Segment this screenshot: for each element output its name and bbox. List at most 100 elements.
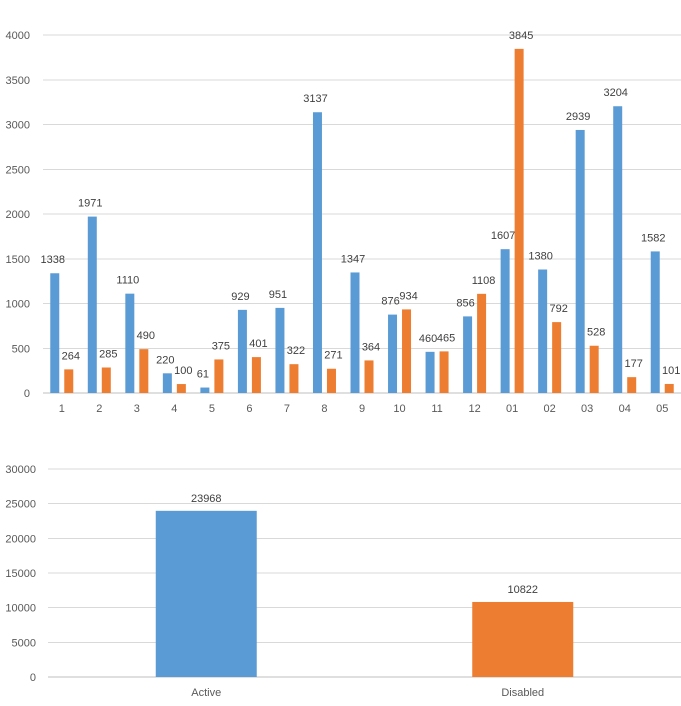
- y-tick-label: 30000: [5, 464, 36, 476]
- series-2-data-label: 465: [437, 332, 455, 344]
- series-1-data-label: 951: [269, 289, 287, 301]
- series-2-bar: [326, 368, 336, 393]
- series-2-data-label: 528: [587, 327, 605, 339]
- status-bar-chart-svg: 0 5000 10000 15000 20000 25000 30000 23968 Activ…: [5, 464, 681, 699]
- series-1-data-label: 929: [231, 291, 249, 303]
- series-2-bar: [176, 384, 186, 393]
- status-bar-chart: 0 5000 10000 15000 20000 25000 30000 23968 Activ…: [0, 455, 681, 706]
- series-1-bar: [50, 273, 60, 393]
- y-tick-label: 25000: [5, 499, 36, 511]
- x-tick-label: 12: [468, 403, 480, 415]
- y-tick-label: 15000: [5, 568, 36, 580]
- series-1-bar: [237, 309, 247, 393]
- x-tick-label: Active: [191, 687, 221, 699]
- series-1-data-label: 1380: [528, 250, 552, 262]
- y-tick-label: 1500: [6, 254, 30, 266]
- series-2-data-label: 322: [287, 345, 305, 357]
- x-tick-label: 02: [544, 403, 556, 415]
- series-2-data-label: 101: [662, 365, 680, 377]
- series-1-bar: [538, 269, 548, 393]
- series-1-data-label: 3137: [303, 93, 327, 105]
- series-2-bar: [552, 322, 562, 393]
- series-1-data-label: 1582: [641, 232, 665, 244]
- y-tick-label: 500: [12, 343, 30, 355]
- series-2-bar: [439, 351, 449, 393]
- series-1-data-label: 876: [381, 296, 399, 308]
- y-tick-label: 1000: [6, 299, 30, 311]
- y-tick-label: 0: [30, 672, 36, 684]
- series-1-data-label: 460: [419, 333, 437, 345]
- series-1-bar: [500, 249, 510, 393]
- series-2-data-label: 1108: [472, 275, 496, 287]
- x-tick-label: 2: [96, 403, 102, 415]
- x-tick-label: 03: [581, 403, 593, 415]
- series-2-bar: [402, 309, 412, 393]
- series-1-data-label: 1607: [491, 230, 515, 242]
- y-tick-label: 20000: [5, 533, 36, 545]
- series-2-bar: [589, 345, 599, 393]
- series-2-data-label: 100: [174, 365, 192, 377]
- series-2-bar: [214, 359, 224, 393]
- x-tick-label: 11: [431, 403, 442, 415]
- series-2-bar: [664, 383, 674, 393]
- y-tick-label: 10000: [5, 603, 36, 615]
- status-bar-active: [155, 510, 257, 677]
- series-1-bar: [613, 106, 623, 393]
- series-2-data-label: 3845: [509, 30, 533, 42]
- y-tick-label: 2000: [6, 209, 30, 221]
- series-1-data-label: 2939: [566, 111, 590, 123]
- series-2-data-label: 375: [212, 340, 230, 352]
- series-2-bar: [139, 349, 149, 393]
- series-2-data-label: 285: [99, 348, 117, 360]
- y-tick-label: 3500: [6, 75, 30, 87]
- x-tick-label: 1: [59, 403, 65, 415]
- x-tick-label: 5: [209, 403, 215, 415]
- y-tick-label: 3000: [6, 120, 30, 132]
- series-2-data-label: 490: [137, 330, 155, 342]
- series-1-data-label: 3204: [603, 87, 627, 99]
- series-1-bar: [650, 251, 660, 393]
- series-2-bar: [627, 377, 637, 393]
- series-2-bar: [289, 364, 299, 393]
- series-1-data-label: 856: [456, 297, 474, 309]
- series-2-data-label: 264: [62, 350, 80, 362]
- series-2-bar: [477, 293, 487, 393]
- y-tick-label: 4000: [6, 30, 30, 42]
- x-tick-label: 4: [171, 403, 177, 415]
- monthly-bar-chart: 0 500 1000 1500 2000 2500 3000 3500 4000 1338 264 1…: [6, 30, 681, 415]
- series-1-bar: [125, 293, 135, 393]
- series-1-bar: [463, 316, 473, 393]
- series-2-data-label: 271: [324, 350, 342, 362]
- series-2-bar: [64, 369, 74, 393]
- y-tick-label: 0: [24, 388, 30, 400]
- series-2-bar: [101, 367, 111, 393]
- series-1-data-label: 61: [197, 369, 209, 381]
- series-1-data-label: 220: [156, 354, 174, 366]
- series-2-data-label: 401: [249, 338, 267, 350]
- series-2-data-label: 792: [549, 303, 567, 315]
- status-bar-disabled: [472, 601, 574, 677]
- x-tick-label: 10: [393, 403, 405, 415]
- series-2-bar: [251, 357, 261, 393]
- series-1-data-label: 1971: [78, 198, 102, 210]
- series-1-bar: [388, 314, 398, 393]
- series-2-bar: [364, 360, 374, 393]
- series-1-bar: [312, 112, 322, 394]
- monthly-bar-chart-svg: 0500100015002000250030003500400013382641…: [6, 30, 681, 415]
- series-1-bar: [87, 216, 97, 393]
- x-tick-label: 8: [321, 403, 327, 415]
- y-tick-label: 5000: [12, 637, 36, 649]
- series-1-data-label: 1347: [341, 253, 365, 265]
- x-tick-label: 7: [284, 403, 290, 415]
- series-1-bar: [200, 387, 210, 393]
- status-data-label: 23968: [191, 493, 222, 505]
- x-tick-label: 01: [506, 403, 518, 415]
- series-1-bar: [425, 351, 435, 393]
- series-2-data-label: 364: [362, 341, 380, 353]
- series-1-bar: [275, 307, 285, 393]
- y-tick-label: 2500: [6, 164, 30, 176]
- series-1-bar: [350, 272, 360, 393]
- series-2-data-label: 177: [625, 358, 643, 370]
- x-tick-label: 04: [619, 403, 631, 415]
- x-tick-label: 6: [246, 403, 252, 415]
